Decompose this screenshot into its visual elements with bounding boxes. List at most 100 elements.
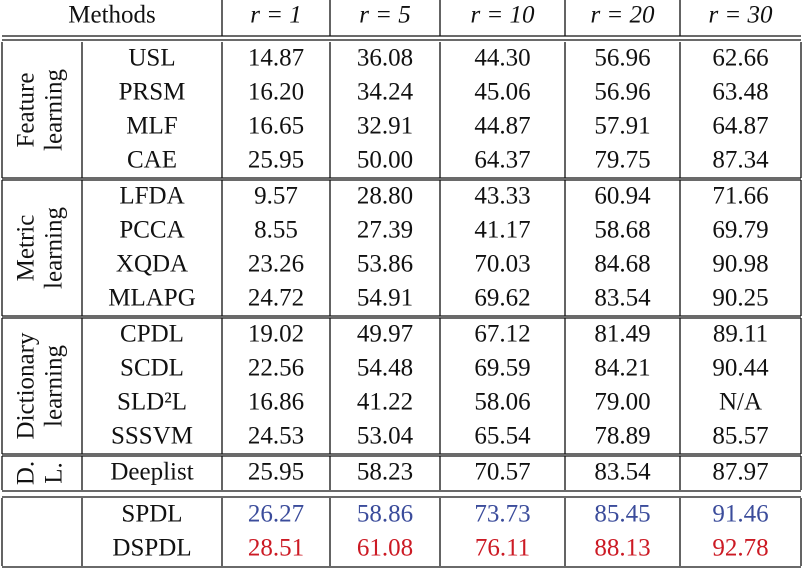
cell-value: 79.00 [594,389,650,416]
cell-value: 54.48 [357,355,413,382]
cell-value: 84.21 [594,355,650,382]
cell-value: 9.57 [254,183,298,210]
cell-value: 27.39 [357,217,413,244]
cell-value: 56.96 [594,79,650,106]
cell-value: 28.51 [248,535,304,562]
cell-value: 19.02 [248,321,304,348]
method-name: MLF [126,113,177,140]
cell-value: 34.24 [357,79,414,106]
header-column: r = 30 [708,2,773,29]
method-name: Deeplist [110,459,193,486]
cell-value: 62.66 [712,45,768,72]
header-column: r = 20 [590,2,655,29]
method-name: DSPDL [112,535,191,562]
cell-value: 57.91 [594,113,650,140]
cell-value: 41.17 [474,217,530,244]
group-label: learning [41,69,68,151]
cell-value: 58.06 [474,389,530,416]
cell-value: 61.08 [357,535,413,562]
cell-value: 50.00 [357,147,413,174]
group-label: learning [41,345,68,427]
cell-value: 92.78 [712,535,768,562]
cell-value: 83.54 [594,285,651,312]
method-name: SLD²L [117,389,187,416]
cell-value: 87.34 [712,147,769,174]
method-name: XQDA [116,251,188,278]
cell-value: 44.30 [474,45,530,72]
cell-value: 83.54 [594,459,651,486]
cell-value: 63.48 [712,79,768,106]
cell-value: 67.12 [474,321,530,348]
cell-value: 45.06 [474,79,530,106]
method-name: SSSVM [111,423,193,450]
cell-value: 56.96 [594,45,650,72]
cell-value: 81.49 [594,321,650,348]
cell-value: 79.75 [594,147,650,174]
cell-value: 89.11 [713,321,768,348]
cell-value: 88.13 [594,535,650,562]
cell-value: 69.59 [474,355,530,382]
cell-value: 71.66 [712,183,768,210]
method-name: SPDL [121,501,182,528]
cell-value: 85.57 [712,423,768,450]
cell-value: 16.65 [248,113,304,140]
cell-value: 90.44 [712,355,769,382]
cell-value: 90.98 [712,251,768,278]
cell-value: 73.73 [474,501,530,528]
cell-value: 25.95 [248,459,304,486]
cell-value: 28.80 [357,183,413,210]
cell-value: 84.68 [594,251,650,278]
cell-value: 69.62 [474,285,530,312]
method-name: PCCA [119,217,184,244]
cell-value: 76.11 [475,535,530,562]
header-column: r = 1 [250,2,302,29]
method-name: PRSM [119,79,186,106]
method-name: CPDL [120,321,184,348]
cell-value: 49.97 [357,321,413,348]
cell-value: 36.08 [357,45,413,72]
cell-value: 25.95 [248,147,304,174]
cell-value: 90.25 [712,285,768,312]
cell-value: 91.46 [712,501,768,528]
method-name: CAE [127,147,177,174]
cell-value: 78.89 [594,423,650,450]
group-label: Metric [13,215,40,282]
cell-value: 64.37 [474,147,530,174]
cell-value: 43.33 [474,183,530,210]
cell-value: 24.72 [248,285,304,312]
group-label: Dictionary [13,332,40,439]
cell-value: 14.87 [248,45,304,72]
cell-value: 58.68 [594,217,650,244]
cell-value: 16.20 [248,79,304,106]
cell-value: N/A [719,389,762,416]
cell-value: 87.97 [712,459,768,486]
cell-value: 41.22 [357,389,413,416]
cell-value: 24.53 [248,423,304,450]
group-label: learning [41,207,68,289]
cell-value: 69.79 [712,217,768,244]
cell-value: 64.87 [712,113,768,140]
header-column: r = 10 [470,2,535,29]
method-name: LFDA [119,183,184,210]
cell-value: 70.03 [474,251,530,278]
cell-value: 54.91 [357,285,413,312]
group-label: L. [41,462,68,484]
cell-value: 32.91 [357,113,413,140]
cell-value: 22.56 [248,355,304,382]
header-methods: Methods [68,2,156,29]
cell-value: 26.27 [248,501,304,528]
cell-value: 85.45 [594,501,650,528]
cell-value: 65.54 [474,423,531,450]
method-name: SCDL [120,355,184,382]
cell-value: 23.26 [248,251,304,278]
header-column: r = 5 [359,2,411,29]
group-label: D. [13,461,40,485]
cell-value: 58.23 [357,459,413,486]
method-name: USL [128,45,175,72]
cell-value: 44.87 [474,113,530,140]
method-name: MLAPG [108,285,196,312]
cell-value: 8.55 [254,217,298,244]
cell-value: 70.57 [474,459,530,486]
group-label: Feature [13,73,40,148]
cell-value: 60.94 [594,183,651,210]
